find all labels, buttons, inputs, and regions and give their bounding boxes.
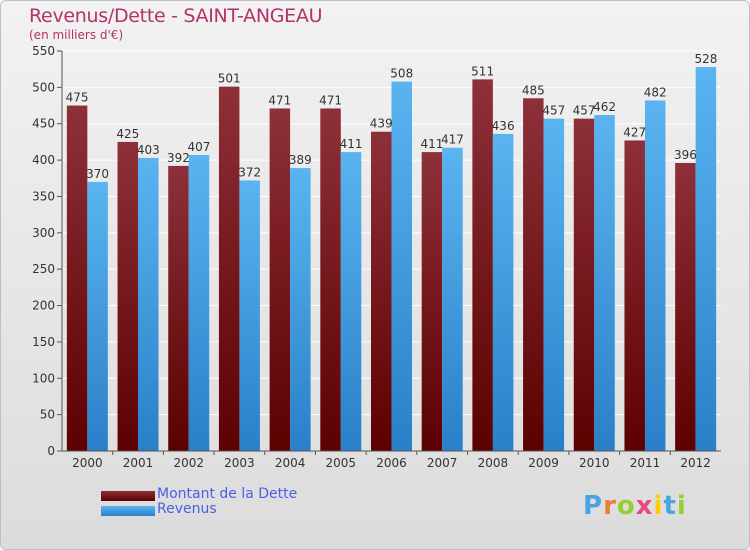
legend-swatch-debt (101, 491, 155, 501)
x-tick-label: 2002 (173, 456, 204, 470)
bar-revenue-2005 (340, 152, 362, 451)
y-tick-label: 0 (47, 444, 55, 458)
bar-debt-2003 (218, 86, 240, 452)
data-label-revenue-2003: 372 (238, 165, 261, 179)
x-tick-label: 2006 (376, 456, 407, 470)
logo-letter: i (653, 491, 664, 521)
bar-revenue-2000 (87, 181, 108, 451)
x-tick-label: 2005 (326, 456, 357, 470)
data-label-revenue-2004: 389 (289, 153, 312, 167)
logo-letter: t (663, 491, 677, 521)
data-label-revenue-2000: 370 (86, 167, 109, 181)
data-label-debt-2010: 457 (573, 104, 596, 118)
data-label-revenue-2009: 457 (542, 104, 565, 118)
data-label-debt-2000: 475 (66, 91, 89, 105)
data-label-revenue-2006: 508 (390, 67, 413, 81)
chart-subtitle: (en milliers d'€) (29, 28, 124, 42)
x-tick-label: 2007 (427, 456, 458, 470)
bar-revenue-2006 (391, 81, 412, 451)
bar-debt-2005 (320, 108, 341, 452)
data-label-debt-2004: 471 (268, 93, 291, 107)
data-label-debt-2009: 485 (522, 83, 545, 97)
bar-revenue-2001 (138, 157, 159, 451)
data-label-revenue-2008: 436 (492, 119, 515, 133)
chart-title: Revenus/Dette - SAINT-ANGEAU (29, 5, 323, 27)
bar-revenue-2011 (644, 100, 666, 452)
data-label-debt-2012: 396 (674, 148, 697, 162)
data-label-debt-2003: 501 (218, 72, 241, 86)
y-tick-label: 200 (32, 299, 55, 313)
logo-letter: r (603, 491, 617, 521)
legend-label-revenue: Revenus (157, 501, 217, 517)
bar-revenue-2012 (695, 67, 717, 451)
bar-debt-2001 (117, 141, 139, 451)
data-label-debt-2002: 392 (167, 151, 190, 165)
y-tick-label: 250 (32, 262, 55, 276)
bar-revenue-2010 (594, 115, 615, 451)
x-tick-label: 2012 (680, 456, 711, 470)
x-tick-label: 2004 (275, 456, 306, 470)
x-tick-label: 2001 (123, 456, 154, 470)
data-label-revenue-2010: 462 (593, 100, 616, 114)
x-tick-label: 2009 (528, 456, 559, 470)
bar-revenue-2009 (543, 118, 565, 452)
y-tick-label: 450 (32, 117, 55, 131)
bar-debt-2002 (168, 165, 189, 451)
data-label-debt-2007: 411 (420, 137, 443, 151)
bar-debt-2004 (269, 108, 291, 452)
y-tick-label: 500 (32, 80, 55, 94)
bar-revenue-2007 (442, 147, 463, 451)
data-label-debt-2011: 427 (623, 125, 646, 139)
logo-letter: i (676, 491, 687, 521)
y-tick-label: 400 (32, 153, 55, 167)
y-tick-label: 150 (32, 335, 55, 349)
data-label-debt-2005: 471 (319, 93, 342, 107)
bar-debt-2007 (421, 152, 443, 451)
data-label-debt-2001: 425 (116, 127, 139, 141)
x-tick-label: 2011 (630, 456, 661, 470)
bar-debt-2012 (675, 163, 696, 451)
logo-letter: o (616, 491, 636, 521)
bar-revenue-2008 (492, 133, 514, 451)
x-tick-label: 2010 (579, 456, 610, 470)
x-tick-label: 2000 (72, 456, 103, 470)
bar-debt-2000 (66, 105, 88, 451)
bar-revenue-2002 (188, 155, 210, 451)
bar-layer (66, 67, 717, 452)
data-label-revenue-2012: 528 (694, 52, 717, 66)
y-tick-label: 100 (32, 371, 55, 385)
data-label-revenue-2001: 403 (137, 143, 160, 157)
data-label-debt-2008: 511 (471, 64, 494, 78)
legend-swatch-revenue (101, 506, 155, 516)
data-label-revenue-2007: 417 (441, 133, 464, 147)
logo-letter: P (583, 491, 604, 521)
x-tick-label: 2008 (478, 456, 509, 470)
bar-revenue-2004 (290, 168, 311, 451)
axis-layer: 0 50 100 150 200 250 300 350 400 450 500 550 2000 200… (32, 44, 721, 470)
bar-debt-2009 (523, 98, 544, 451)
y-tick-label: 350 (32, 189, 55, 203)
bar-debt-2006 (371, 131, 392, 451)
y-tick-label: 50 (40, 408, 55, 422)
legend-label-debt: Montant de la Dette (157, 486, 298, 502)
bar-debt-2010 (573, 118, 595, 452)
logo-letter: x (635, 491, 654, 521)
y-tick-label: 300 (32, 226, 55, 240)
bar-revenue-2003 (239, 180, 260, 452)
data-label-revenue-2002: 407 (188, 140, 211, 154)
proxiti-logo: Proxiti (583, 491, 687, 521)
data-label-debt-2006: 439 (370, 117, 393, 131)
bar-debt-2011 (624, 140, 645, 452)
x-tick-label: 2003 (224, 456, 255, 470)
bar-debt-2008 (472, 79, 493, 451)
data-label-revenue-2011: 482 (644, 85, 667, 99)
y-tick-label: 550 (32, 44, 55, 58)
data-label-revenue-2005: 411 (340, 137, 363, 151)
